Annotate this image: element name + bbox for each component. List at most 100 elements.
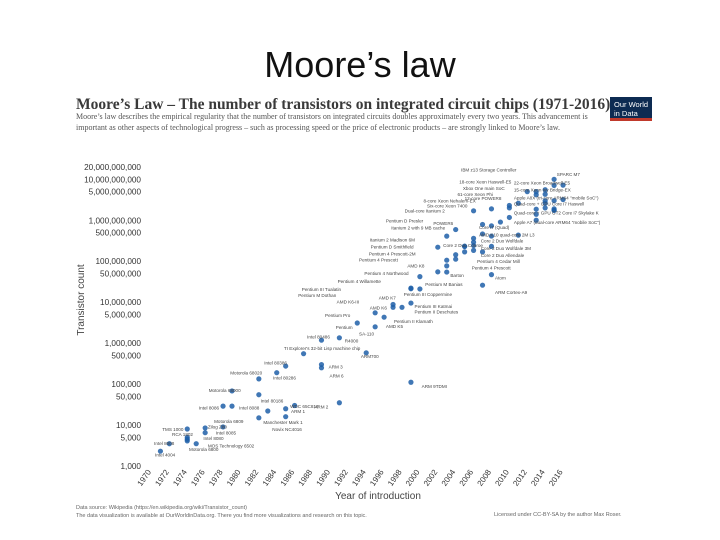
data-point	[444, 257, 450, 263]
data-label: 15-core Xeon Ivy Bridge-EX	[514, 188, 571, 193]
data-point	[283, 363, 289, 369]
data-point	[551, 176, 557, 182]
data-label: Core 2 Duo Wolfdale 3M	[481, 246, 531, 251]
data-label: TMS 1000	[162, 427, 184, 432]
y-tick-label: 1,000,000	[105, 339, 142, 348]
data-point	[336, 335, 342, 341]
y-tick-label: 1,000,000,000	[89, 216, 142, 225]
slide-title: Moore’s law	[264, 44, 456, 85]
data-label: Core 2 Duo Conroe	[443, 243, 483, 248]
data-label: ARM Cortex-A9	[495, 290, 528, 295]
x-tick-label: 1978	[207, 468, 225, 488]
x-tick-label: 1986	[279, 468, 297, 488]
data-point	[381, 314, 387, 320]
y-tick-label: 5,000,000,000	[89, 188, 142, 197]
data-point	[551, 198, 557, 204]
data-point	[256, 376, 262, 382]
data-point	[542, 200, 548, 206]
y-axis-label: Transistor count	[76, 264, 87, 336]
data-label: Xbox One main SoC	[463, 186, 506, 191]
data-label: Intel 8086	[199, 405, 220, 410]
data-label: AMD K6	[370, 305, 388, 310]
chart-title: Moore’s Law – The number of transistors …	[76, 96, 611, 113]
data-label: Quad-core + GPU Core i7 Haswell	[514, 201, 584, 206]
data-label: AMD K7	[379, 296, 397, 301]
x-tick-label: 2006	[458, 468, 476, 488]
data-point	[372, 324, 378, 330]
data-point	[408, 285, 414, 291]
y-tick-label: 5,000,000	[105, 311, 142, 320]
data-label: 12-core POWER8	[465, 196, 502, 201]
x-tick-label: 1990	[314, 468, 332, 488]
data-point	[506, 214, 512, 221]
data-point	[435, 269, 441, 275]
data-label: Itanium 2 Madison 6M	[370, 237, 415, 242]
y-tick-label: 10,000,000	[100, 298, 141, 307]
data-label: Pentium III Katmai	[415, 304, 453, 309]
data-point	[524, 189, 530, 195]
data-label: Novix NC4016	[272, 427, 302, 432]
data-label: Intel 80386	[264, 360, 287, 365]
x-tick-label: 1988	[297, 468, 315, 488]
data-label: Pentium Pro	[325, 313, 351, 318]
data-point	[479, 282, 486, 288]
data-label: Zilog Z80	[208, 425, 228, 430]
data-label: Quad-core + GPU GT2 Core i7 Skylake K	[514, 210, 600, 215]
data-label: WDC 65C816	[290, 404, 319, 409]
data-label: Intel 8088	[239, 405, 260, 410]
data-point	[220, 424, 226, 430]
data-point	[336, 400, 342, 406]
x-tick-label: 2000	[404, 468, 422, 488]
data-point	[479, 221, 486, 228]
data-label: MOS Technology 6502	[208, 443, 255, 448]
data-label: Itanium 2 with 9 MB cache	[391, 225, 445, 230]
data-label: ARM 6	[330, 374, 344, 379]
data-label: SPARC M7	[557, 172, 581, 177]
footer-viz-line[interactable]: The data visualization is available at O…	[76, 513, 367, 519]
data-point	[533, 211, 539, 217]
data-point	[435, 244, 441, 250]
data-label: ARM 1	[291, 409, 305, 414]
data-label: 18-core Xeon Haswell-E5	[459, 180, 512, 185]
data-label: Pentium M Dothan	[298, 293, 336, 298]
data-point	[157, 448, 164, 454]
y-tick-label: 20,000,000,000	[84, 163, 141, 172]
footer-source-line[interactable]: Data source: Wikipedia (https://en.wikip…	[76, 505, 247, 511]
data-label: Pentium M Banias	[425, 282, 463, 287]
data-point	[470, 208, 477, 214]
x-tick-label: 1996	[368, 468, 386, 488]
footer-license[interactable]: Licensed under CC-BY-SA by the author Ma…	[494, 512, 622, 518]
data-point	[560, 196, 566, 203]
data-point	[453, 226, 459, 233]
data-point	[300, 351, 307, 357]
data-point	[390, 304, 396, 310]
data-label: Intel 80486	[307, 335, 330, 340]
data-label: Motorola 68000	[209, 388, 241, 393]
x-tick-label: 1976	[189, 468, 207, 488]
x-tick-label: 2004	[440, 468, 458, 488]
data-point	[453, 252, 459, 258]
data-label: Pentium 4 Willamette	[338, 279, 382, 284]
y-tick-label: 100,000	[111, 380, 141, 389]
data-label: AMD K8	[407, 264, 425, 269]
data-point	[515, 200, 521, 206]
y-tick-label: 10,000	[116, 421, 141, 430]
data-point	[292, 402, 298, 409]
data-point	[417, 274, 423, 280]
y-tick-label: 50,000,000	[100, 270, 141, 279]
data-label: SA-110	[359, 332, 374, 337]
data-label: Motorola 68020	[230, 371, 262, 376]
data-point	[453, 256, 459, 262]
data-point	[533, 217, 539, 223]
x-tick-label: 2012	[511, 468, 529, 488]
x-tick-label: 2002	[422, 468, 440, 488]
our-world-in-data-logo[interactable]: Our World in Data	[610, 97, 652, 121]
data-label: R4000	[345, 339, 359, 344]
data-point	[551, 182, 557, 188]
x-tick-label: 2014	[529, 468, 547, 488]
data-label: Intel 8085	[216, 431, 237, 436]
data-label: TI Explorer's 32-bit Lisp machine chip	[284, 346, 361, 351]
data-point	[166, 441, 172, 447]
data-point	[551, 206, 557, 212]
data-label: ARM 2	[314, 405, 328, 410]
